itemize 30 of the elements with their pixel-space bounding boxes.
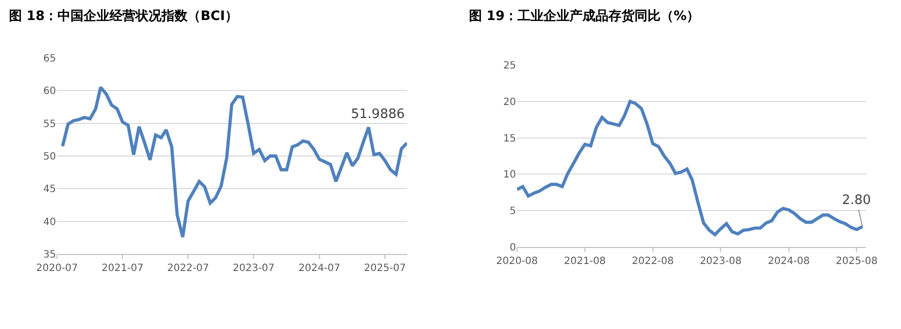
x-tick-label: 2023-08 xyxy=(700,256,742,267)
x-tick-label: 2024-08 xyxy=(768,256,810,267)
x-tick-label: 2022-07 xyxy=(167,263,209,274)
y-tick-label: 40 xyxy=(43,216,56,228)
x-tick-label: 2021-07 xyxy=(102,263,144,274)
x-tick-label: 2025-08 xyxy=(836,256,878,267)
x-tick-label: 2020-08 xyxy=(496,256,538,267)
chart-title: 图 18：中国企业经营状况指数（BCI） xyxy=(9,8,238,24)
line-series xyxy=(60,86,407,239)
chart-title: 图 19：工业企业产成品存货同比（%） xyxy=(469,8,700,24)
x-tick-label: 2022-08 xyxy=(632,256,674,267)
y-tick-label: 25 xyxy=(503,60,516,72)
y-tick-label: 20 xyxy=(503,96,516,108)
y-tick-label: 55 xyxy=(43,118,56,130)
y-tick-label: 15 xyxy=(503,133,516,144)
y-tick-label: 60 xyxy=(43,86,56,98)
y-tick-label: 5 xyxy=(510,206,516,218)
y-tick-label: 0 xyxy=(510,242,516,254)
y-tick-label: 10 xyxy=(503,170,516,181)
x-tick-label: 2020-07 xyxy=(36,263,78,274)
y-tick-label: 35 xyxy=(43,250,56,260)
y-tick-label: 50 xyxy=(43,152,56,162)
x-tick-label: 2024-07 xyxy=(298,263,340,274)
x-tick-label: 2021-08 xyxy=(564,256,606,267)
annotation: 51.9886 xyxy=(351,107,405,122)
annotation: 2.80 xyxy=(842,193,871,208)
y-tick-label: 45 xyxy=(43,184,56,196)
x-tick-label: 2023-07 xyxy=(232,263,275,274)
x-tick-label: 2025-07 xyxy=(364,263,406,274)
y-tick-label: 65 xyxy=(43,54,56,64)
